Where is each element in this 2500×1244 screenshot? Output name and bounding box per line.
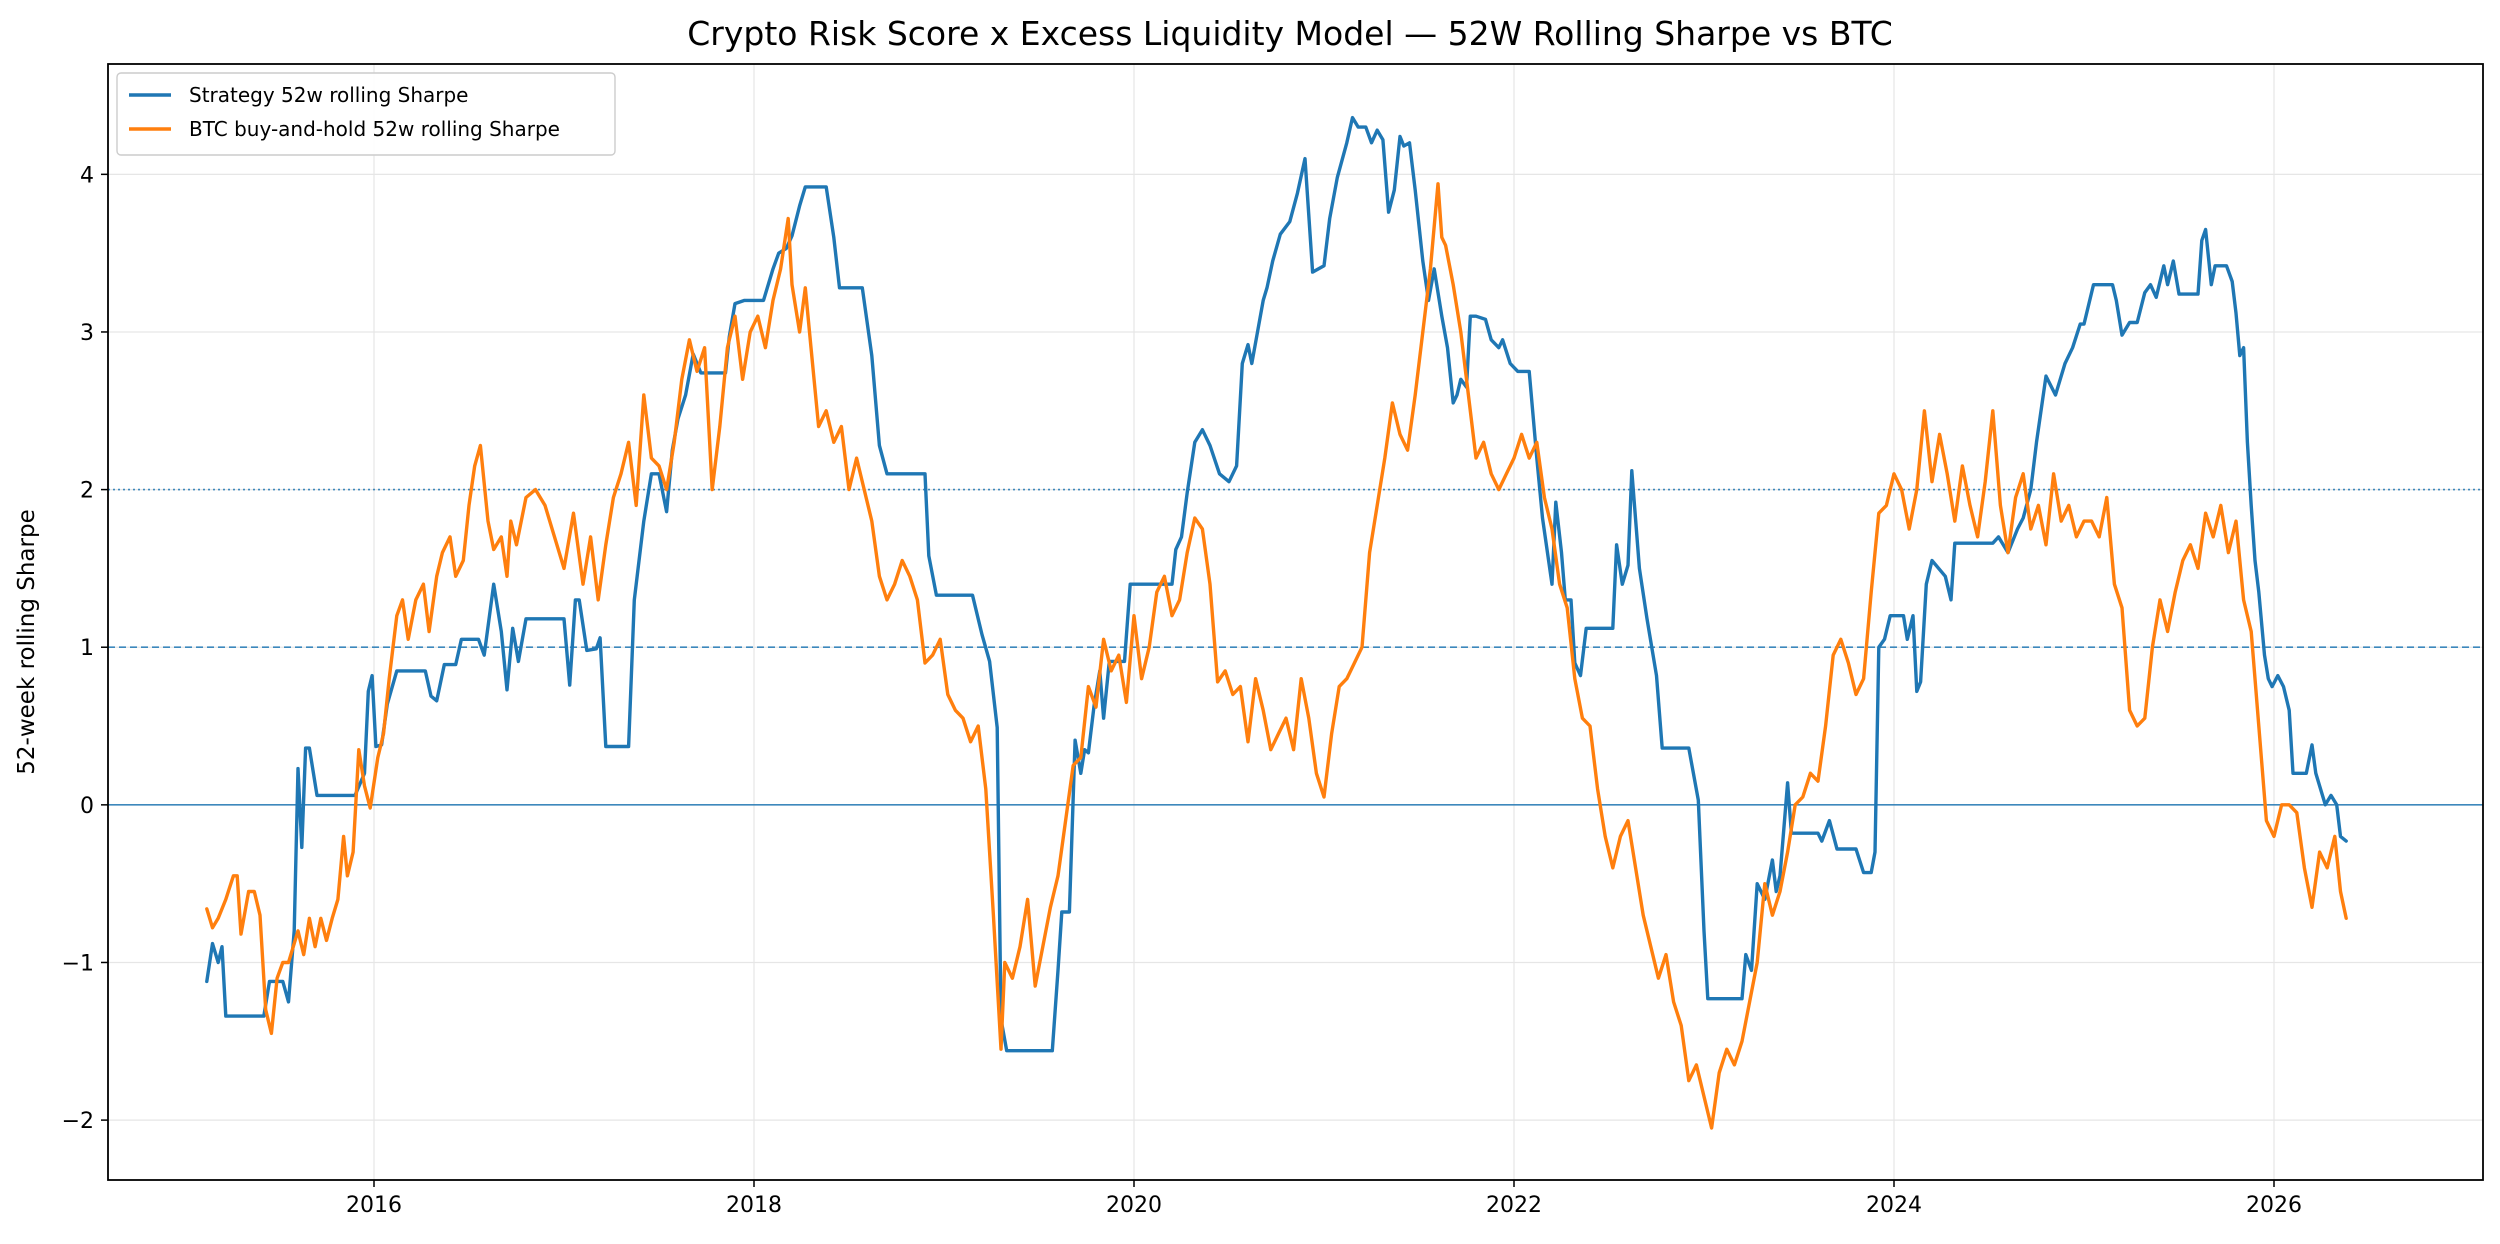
series-layer [205,115,2348,1130]
y-tick-label: 0 [80,794,94,819]
y-tick-label: 3 [80,321,94,346]
chart-title: Crypto Risk Score x Excess Liquidity Mod… [687,14,1892,53]
tick-layer: 2016 2018 2020 2022 2024 2026 −2 −1 0 1 2 3 4 [62,163,2302,1218]
x-tick-label: 2020 [1106,1193,1162,1218]
x-tick-label: 2022 [1486,1193,1542,1218]
reference-lines [108,488,2483,806]
y-tick-label: 1 [80,636,94,661]
y-tick-label: −1 [62,951,94,976]
x-tick-label: 2016 [346,1193,402,1218]
x-tick-label: 2026 [2246,1193,2302,1218]
strategy-series-line [205,115,2348,1053]
x-tick-label: 2024 [1866,1193,1922,1218]
y-axis-label: 52-week rolling Sharpe [14,509,40,774]
legend-box [116,72,616,156]
plot-frame [107,63,2484,1181]
legend-label: Strategy 52w rolling Sharpe [189,83,468,107]
y-tick-label: 2 [80,479,94,504]
y-tick-label: 4 [80,163,94,188]
y-tick-label: −2 [62,1109,94,1134]
legend-label: BTC buy-and-hold 52w rolling Sharpe [189,117,560,141]
legend: Strategy 52w rolling Sharpe BTC buy-and-h… [116,72,616,156]
x-tick-label: 2018 [726,1193,782,1218]
btc-series-line [205,182,2348,1130]
